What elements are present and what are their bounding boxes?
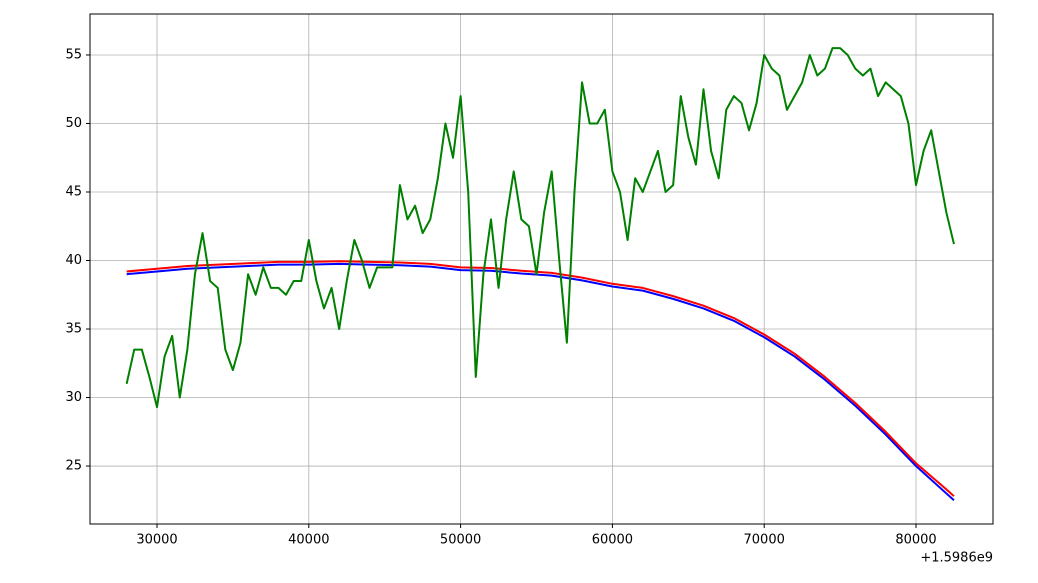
x-tick-label: 40000 bbox=[288, 533, 329, 548]
line-series bbox=[126, 262, 955, 502]
y-tick-label: 35 bbox=[65, 322, 82, 337]
line-series bbox=[126, 260, 955, 497]
y-tick-label: 55 bbox=[65, 47, 82, 62]
y-tick-label: 25 bbox=[65, 459, 82, 474]
x-tick-label: 80000 bbox=[895, 533, 936, 548]
line-series bbox=[125, 47, 955, 409]
x-tick-label: 30000 bbox=[136, 533, 177, 548]
plot-frame bbox=[89, 13, 994, 525]
y-tick-label: 30 bbox=[65, 390, 82, 405]
x-tick-label: 50000 bbox=[440, 533, 481, 548]
x-offset-label: +1.5986e9 bbox=[920, 551, 993, 566]
x-tick-label: 60000 bbox=[592, 533, 633, 548]
y-tick-label: 45 bbox=[65, 184, 82, 199]
x-tick-label: 70000 bbox=[744, 533, 785, 548]
y-tick-label: 50 bbox=[65, 116, 82, 131]
y-tick-label: 40 bbox=[65, 253, 82, 268]
